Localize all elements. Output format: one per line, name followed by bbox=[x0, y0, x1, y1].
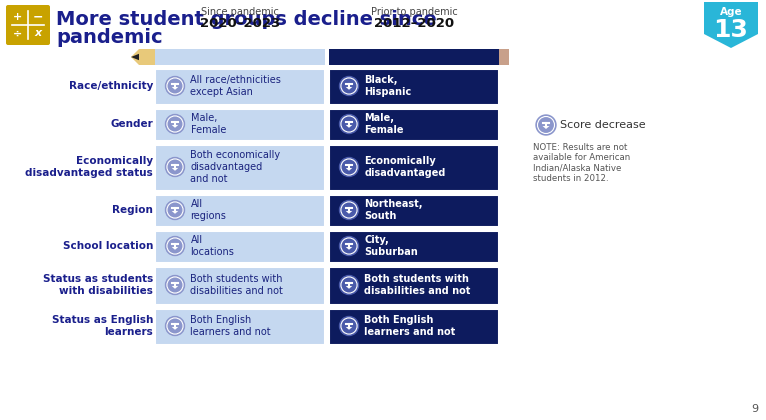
FancyBboxPatch shape bbox=[329, 309, 499, 345]
Polygon shape bbox=[345, 87, 352, 90]
Text: ÷: ÷ bbox=[13, 28, 23, 38]
Polygon shape bbox=[542, 126, 549, 129]
Circle shape bbox=[339, 76, 358, 95]
Text: Northeast,
South: Northeast, South bbox=[365, 199, 423, 221]
FancyBboxPatch shape bbox=[155, 49, 325, 65]
Text: Status as students
with disabilities: Status as students with disabilities bbox=[43, 274, 153, 296]
FancyBboxPatch shape bbox=[329, 49, 499, 65]
Polygon shape bbox=[172, 286, 178, 289]
Circle shape bbox=[339, 115, 358, 134]
Text: Prior to pandemic: Prior to pandemic bbox=[371, 7, 457, 17]
Text: Both English
learners and not: Both English learners and not bbox=[365, 315, 456, 337]
Polygon shape bbox=[131, 49, 155, 65]
Text: School location: School location bbox=[63, 241, 153, 251]
Text: Region: Region bbox=[112, 205, 153, 215]
FancyBboxPatch shape bbox=[329, 231, 499, 263]
FancyBboxPatch shape bbox=[155, 267, 325, 305]
Circle shape bbox=[165, 200, 185, 220]
Polygon shape bbox=[345, 211, 352, 214]
Text: 9: 9 bbox=[751, 404, 758, 414]
Polygon shape bbox=[172, 247, 178, 250]
Text: Both students with
disabilities and not: Both students with disabilities and not bbox=[191, 274, 283, 296]
FancyBboxPatch shape bbox=[155, 109, 325, 141]
Text: All race/ethnicities
except Asian: All race/ethnicities except Asian bbox=[191, 75, 281, 97]
Text: Both students with
disabilities and not: Both students with disabilities and not bbox=[365, 274, 471, 296]
Text: Status as English
learners: Status as English learners bbox=[51, 315, 153, 337]
Text: City,
Suburban: City, Suburban bbox=[365, 235, 418, 257]
Polygon shape bbox=[345, 168, 352, 171]
Circle shape bbox=[165, 158, 185, 176]
Text: 13: 13 bbox=[714, 18, 748, 42]
Polygon shape bbox=[172, 125, 178, 128]
Text: −: − bbox=[33, 10, 43, 23]
Circle shape bbox=[165, 115, 185, 134]
Text: pandemic: pandemic bbox=[56, 28, 162, 47]
FancyBboxPatch shape bbox=[155, 195, 325, 227]
Circle shape bbox=[536, 115, 556, 135]
FancyBboxPatch shape bbox=[329, 69, 499, 105]
FancyBboxPatch shape bbox=[329, 145, 499, 191]
Circle shape bbox=[165, 276, 185, 294]
Text: 2020–2023: 2020–2023 bbox=[200, 17, 280, 30]
Polygon shape bbox=[345, 286, 352, 289]
Text: Economically
disadvantaged status: Economically disadvantaged status bbox=[25, 156, 153, 178]
Text: +: + bbox=[13, 12, 23, 22]
Circle shape bbox=[339, 158, 358, 176]
Text: Economically
disadvantaged: Economically disadvantaged bbox=[365, 156, 446, 178]
Text: Both English
learners and not: Both English learners and not bbox=[191, 315, 271, 337]
Polygon shape bbox=[172, 168, 178, 171]
FancyBboxPatch shape bbox=[329, 109, 499, 141]
Circle shape bbox=[339, 200, 358, 220]
Text: All
locations: All locations bbox=[191, 235, 234, 257]
Circle shape bbox=[165, 76, 185, 95]
Circle shape bbox=[339, 317, 358, 336]
Polygon shape bbox=[172, 327, 178, 330]
FancyBboxPatch shape bbox=[155, 145, 325, 191]
Text: Male,
Female: Male, Female bbox=[191, 113, 226, 135]
FancyBboxPatch shape bbox=[329, 267, 499, 305]
Text: Since pandemic: Since pandemic bbox=[201, 7, 279, 17]
FancyBboxPatch shape bbox=[329, 195, 499, 227]
FancyBboxPatch shape bbox=[155, 309, 325, 345]
Circle shape bbox=[165, 236, 185, 255]
Circle shape bbox=[165, 317, 185, 336]
Polygon shape bbox=[345, 125, 352, 128]
Text: Race/ethnicity: Race/ethnicity bbox=[69, 81, 153, 91]
Polygon shape bbox=[131, 54, 139, 60]
Text: Score decrease: Score decrease bbox=[560, 120, 646, 130]
Text: Age: Age bbox=[720, 7, 742, 17]
Text: Black,
Hispanic: Black, Hispanic bbox=[365, 75, 412, 97]
Circle shape bbox=[339, 236, 358, 255]
Polygon shape bbox=[172, 211, 178, 214]
Text: x: x bbox=[34, 28, 41, 38]
FancyBboxPatch shape bbox=[6, 5, 50, 45]
Circle shape bbox=[339, 276, 358, 294]
FancyBboxPatch shape bbox=[155, 69, 325, 105]
Polygon shape bbox=[704, 2, 758, 48]
Text: Male,
Female: Male, Female bbox=[365, 113, 404, 135]
Polygon shape bbox=[172, 87, 178, 90]
Text: NOTE: Results are not
available for American
Indian/Alaska Native
students in 20: NOTE: Results are not available for Amer… bbox=[533, 143, 630, 183]
Text: 2012–2020: 2012–2020 bbox=[374, 17, 454, 30]
Polygon shape bbox=[345, 247, 352, 250]
Text: More student groups decline since: More student groups decline since bbox=[56, 10, 437, 29]
Text: Both economically
disadvantaged
and not: Both economically disadvantaged and not bbox=[191, 150, 280, 184]
Polygon shape bbox=[345, 327, 352, 330]
Text: All
regions: All regions bbox=[191, 199, 227, 221]
Text: Gender: Gender bbox=[110, 119, 153, 129]
FancyBboxPatch shape bbox=[499, 49, 509, 65]
FancyBboxPatch shape bbox=[155, 231, 325, 263]
